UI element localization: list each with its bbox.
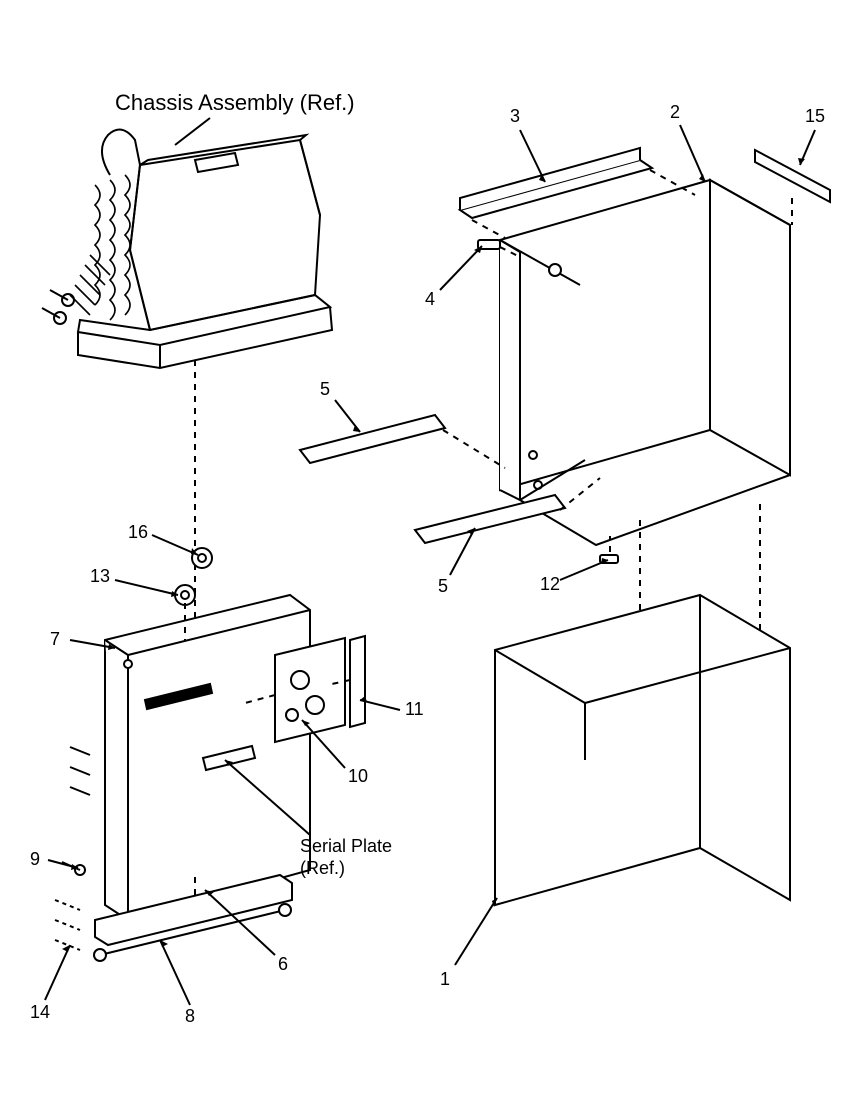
outer-wrapper (495, 595, 790, 905)
callout-12: 12 (540, 574, 560, 594)
seal-strip-b (415, 495, 565, 543)
callout-13: 13 (90, 566, 110, 586)
callout-10: 10 (348, 766, 368, 786)
callout-3: 3 (510, 106, 520, 126)
parts-diagram: Chassis Assembly (Ref.) (0, 0, 848, 1100)
callout-9: 9 (30, 849, 40, 869)
callout-1: 1 (440, 969, 450, 989)
rear-cabinet (500, 180, 790, 545)
front-panel (105, 595, 310, 920)
label-serial-ref: (Ref.) (300, 858, 345, 878)
trim-strip (755, 150, 830, 202)
callout-5a: 5 (320, 379, 330, 399)
callout-6: 6 (278, 954, 288, 974)
callout-11: 11 (405, 699, 424, 719)
chassis-assembly (42, 130, 332, 368)
callout-8: 8 (185, 1006, 195, 1026)
gasket (350, 636, 365, 727)
callout-2: 2 (670, 102, 680, 122)
callout-5b: 5 (438, 576, 448, 596)
seal-strip-a (300, 415, 445, 463)
label-serial: Serial Plate (300, 836, 392, 856)
callout-7: 7 (50, 629, 60, 649)
callout-14: 14 (30, 1002, 50, 1022)
callout-15: 15 (805, 106, 825, 126)
control-plate (275, 638, 345, 742)
label-chassis: Chassis Assembly (Ref.) (115, 90, 355, 115)
callout-4: 4 (425, 289, 435, 309)
callout-16: 16 (128, 522, 148, 542)
